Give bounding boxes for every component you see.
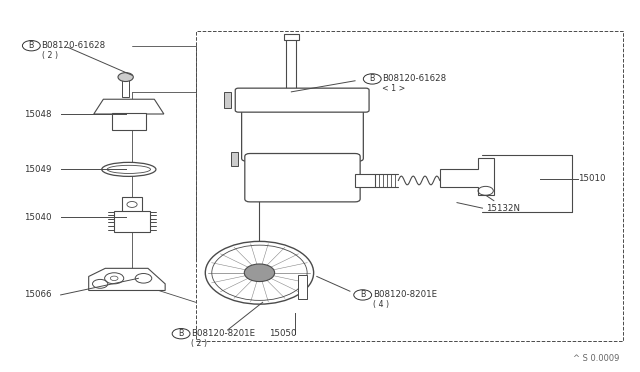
Text: 15049: 15049 <box>24 165 51 174</box>
Bar <box>225 92 231 109</box>
Bar <box>286 36 296 105</box>
Bar <box>231 152 239 166</box>
FancyBboxPatch shape <box>242 104 364 161</box>
Text: 15048: 15048 <box>24 109 51 119</box>
Text: ( 4 ): ( 4 ) <box>373 300 389 310</box>
Text: B08120-8201E: B08120-8201E <box>373 291 437 299</box>
Text: ( 2 ): ( 2 ) <box>42 51 58 60</box>
Ellipse shape <box>102 162 156 176</box>
Circle shape <box>118 73 133 81</box>
Text: B: B <box>179 329 184 338</box>
FancyBboxPatch shape <box>236 88 369 112</box>
Text: 15132N: 15132N <box>486 203 520 213</box>
Bar <box>114 211 150 232</box>
Circle shape <box>244 264 275 282</box>
Bar <box>111 113 146 130</box>
Text: 15040: 15040 <box>24 213 51 222</box>
Text: ^ S 0.0009: ^ S 0.0009 <box>573 354 620 363</box>
Text: B08120-8201E: B08120-8201E <box>191 329 255 338</box>
Text: B: B <box>29 41 34 50</box>
Text: B: B <box>360 291 365 299</box>
Bar <box>284 33 299 40</box>
Polygon shape <box>440 158 494 195</box>
Bar <box>355 174 376 187</box>
Text: 15050: 15050 <box>269 329 296 338</box>
Text: 15066: 15066 <box>24 291 51 299</box>
Text: B: B <box>370 74 375 83</box>
Text: B08120-61628: B08120-61628 <box>42 41 106 50</box>
Circle shape <box>334 96 347 104</box>
FancyBboxPatch shape <box>245 154 360 202</box>
Circle shape <box>205 241 314 304</box>
Circle shape <box>248 96 260 104</box>
Bar <box>122 197 141 212</box>
Bar <box>122 77 129 97</box>
Text: ( 2 ): ( 2 ) <box>191 339 207 348</box>
Polygon shape <box>94 99 164 114</box>
Polygon shape <box>89 268 165 291</box>
Bar <box>298 275 307 299</box>
Text: B08120-61628: B08120-61628 <box>383 74 447 83</box>
Text: 15010: 15010 <box>578 174 605 183</box>
Text: < 1 >: < 1 > <box>383 84 406 93</box>
